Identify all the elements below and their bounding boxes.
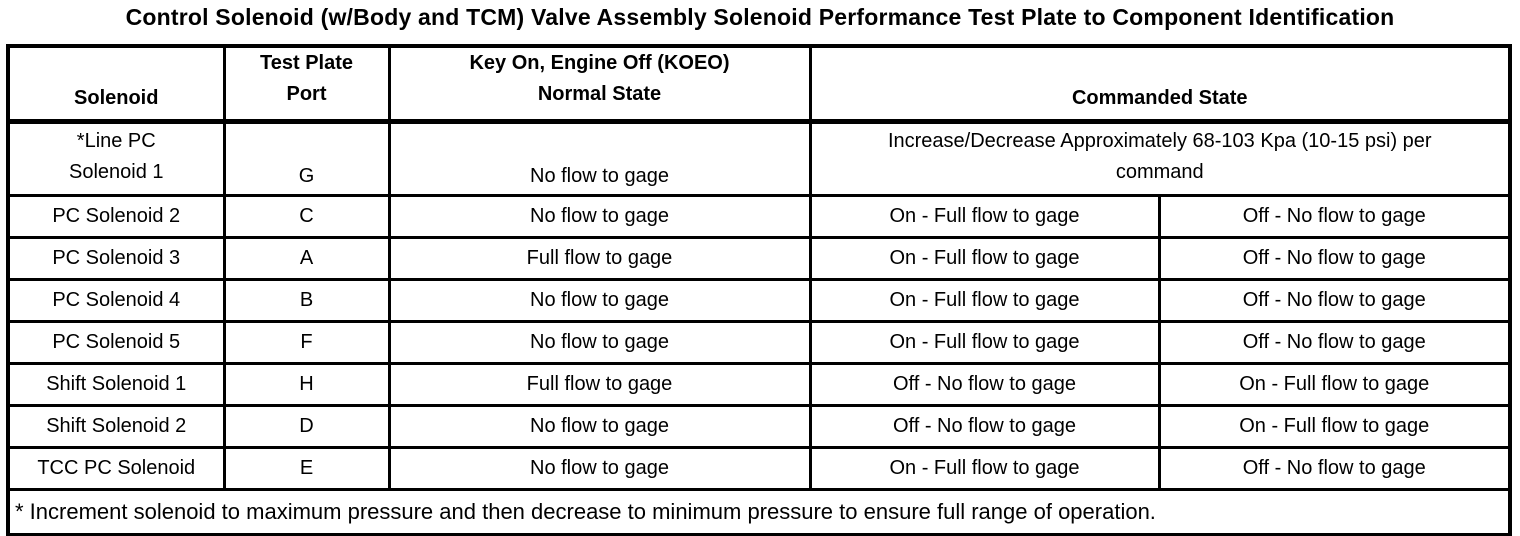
cell-commanded-left: On - Full flow to gage (808, 320, 1161, 365)
cell-port: C (222, 194, 391, 239)
cell-port: B (222, 278, 391, 323)
table-row: *Line PC Solenoid 1 G No flow to gage In… (6, 120, 1512, 197)
cell-solenoid: Shift Solenoid 2 (6, 404, 226, 449)
cell-port: D (222, 404, 391, 449)
col-header-koeo-normal-state: Key On, Engine Off (KOEO) Normal State (387, 44, 812, 124)
table-row: PC Solenoid 2 C No flow to gage On - Ful… (6, 194, 1512, 239)
col-header-commanded-state: Commanded State (808, 44, 1512, 124)
cell-koeo: No flow to gage (387, 194, 812, 239)
col-header-test-plate-port: Test Plate Port (222, 44, 391, 124)
table-row: PC Solenoid 4 B No flow to gage On - Ful… (6, 278, 1512, 323)
cell-port: H (222, 362, 391, 407)
cell-port: A (222, 236, 391, 281)
cell-solenoid: PC Solenoid 5 (6, 320, 226, 365)
cell-commanded-right: Off - No flow to gage (1157, 194, 1512, 239)
cell-commanded-full: Increase/Decrease Approximately 68-103 K… (808, 120, 1512, 197)
cell-commanded-left: On - Full flow to gage (808, 278, 1161, 323)
cell-commanded-left: On - Full flow to gage (808, 446, 1161, 491)
cell-commanded-right: Off - No flow to gage (1157, 320, 1512, 365)
cell-port: F (222, 320, 391, 365)
cell-koeo: No flow to gage (387, 404, 812, 449)
cell-port: G (222, 120, 391, 197)
cell-solenoid: PC Solenoid 2 (6, 194, 226, 239)
footnote-text: * Increment solenoid to maximum pressure… (6, 488, 1512, 536)
table-row: Shift Solenoid 1 H Full flow to gage Off… (6, 362, 1512, 407)
cell-solenoid: Shift Solenoid 1 (6, 362, 226, 407)
col-header-solenoid: Solenoid (6, 44, 226, 124)
table-header-row: Solenoid Test Plate Port Key On, Engine … (6, 44, 1512, 124)
table-row: PC Solenoid 3 A Full flow to gage On - F… (6, 236, 1512, 281)
cell-commanded-right: On - Full flow to gage (1157, 362, 1512, 407)
table-row: TCC PC Solenoid E No flow to gage On - F… (6, 446, 1512, 491)
cell-commanded-left: On - Full flow to gage (808, 236, 1161, 281)
cell-koeo: No flow to gage (387, 446, 812, 491)
page-title: Control Solenoid (w/Body and TCM) Valve … (125, 4, 1395, 30)
cell-port: E (222, 446, 391, 491)
cell-commanded-right: On - Full flow to gage (1157, 404, 1512, 449)
cell-commanded-left: On - Full flow to gage (808, 194, 1161, 239)
cell-commanded-left: Off - No flow to gage (808, 362, 1161, 407)
solenoid-performance-table: Solenoid Test Plate Port Key On, Engine … (6, 44, 1512, 536)
cell-commanded-right: Off - No flow to gage (1157, 236, 1512, 281)
cell-commanded-right: Off - No flow to gage (1157, 278, 1512, 323)
cell-koeo: Full flow to gage (387, 236, 812, 281)
cell-solenoid: PC Solenoid 3 (6, 236, 226, 281)
cell-solenoid: *Line PC Solenoid 1 (6, 120, 226, 197)
cell-solenoid: PC Solenoid 4 (6, 278, 226, 323)
cell-commanded-right: Off - No flow to gage (1157, 446, 1512, 491)
table-footnote-row: * Increment solenoid to maximum pressure… (6, 488, 1512, 536)
cell-solenoid: TCC PC Solenoid (6, 446, 226, 491)
table-row: Shift Solenoid 2 D No flow to gage Off -… (6, 404, 1512, 449)
cell-koeo: No flow to gage (387, 120, 812, 197)
cell-koeo: No flow to gage (387, 278, 812, 323)
cell-commanded-left: Off - No flow to gage (808, 404, 1161, 449)
table-row: PC Solenoid 5 F No flow to gage On - Ful… (6, 320, 1512, 365)
cell-koeo: Full flow to gage (387, 362, 812, 407)
cell-koeo: No flow to gage (387, 320, 812, 365)
